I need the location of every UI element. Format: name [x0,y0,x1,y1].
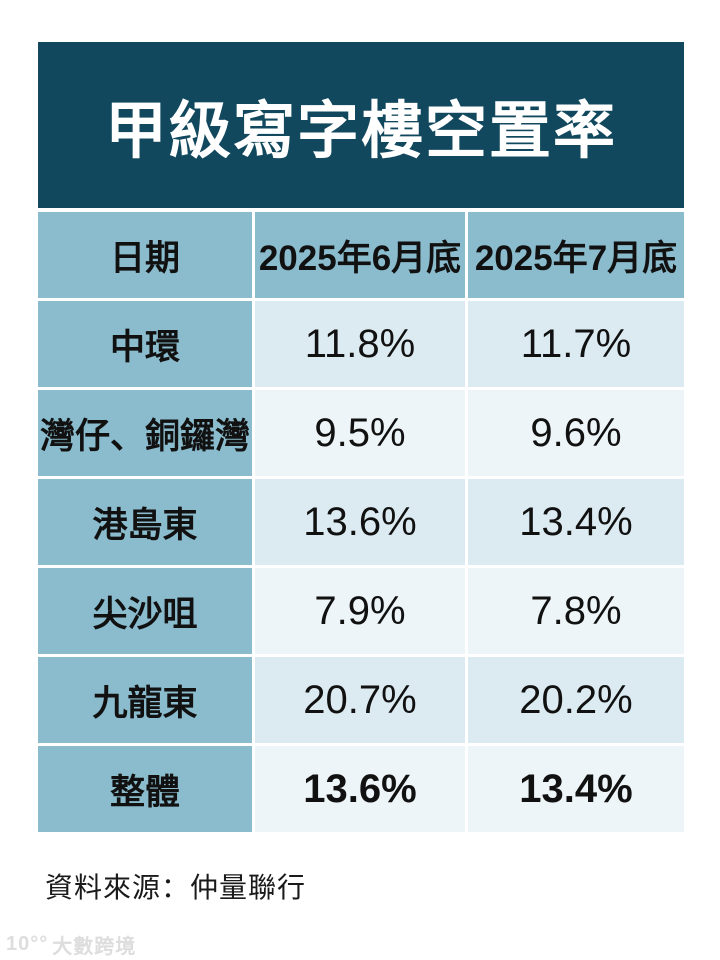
page-title: 甲級寫字樓空置率 [104,97,617,166]
row-label-island-east: 港島東 [38,479,252,565]
row-label-wanchai-causewaybay: 灣仔、銅鑼灣 [38,390,252,476]
cell-value: 7.9% [255,568,465,654]
title-banner: 甲級寫字樓空置率 [38,42,684,208]
cell-value: 11.8% [255,301,465,387]
table-header-june: 2025年6月底 [255,212,465,298]
cell-value: 13.6% [255,479,465,565]
row-label-overall: 整體 [38,746,252,832]
cell-value: 7.8% [468,568,684,654]
table-header-july: 2025年7月底 [468,212,684,298]
cell-value: 20.2% [468,657,684,743]
vacancy-rate-table: 日期 2025年6月底 2025年7月底 中環 11.8% 11.7% 灣仔、銅… [38,212,684,832]
row-label-central: 中環 [38,301,252,387]
cell-value: 20.7% [255,657,465,743]
watermark-text: 大數跨境 [52,936,137,958]
row-label-kowloon-east: 九龍東 [38,657,252,743]
watermark: 10°° 大數跨境 [6,930,136,959]
cell-value: 9.5% [255,390,465,476]
cell-value: 9.6% [468,390,684,476]
cell-value: 13.6% [255,746,465,832]
watermark-logo-icon: 10°° [6,933,49,955]
cell-value: 13.4% [468,746,684,832]
data-source-note: 資料來源：仲量聯行 [45,872,307,903]
cell-value: 11.7% [468,301,684,387]
cell-value: 13.4% [468,479,684,565]
table-header-date: 日期 [38,212,252,298]
row-label-tsim-sha-tsui: 尖沙咀 [38,568,252,654]
